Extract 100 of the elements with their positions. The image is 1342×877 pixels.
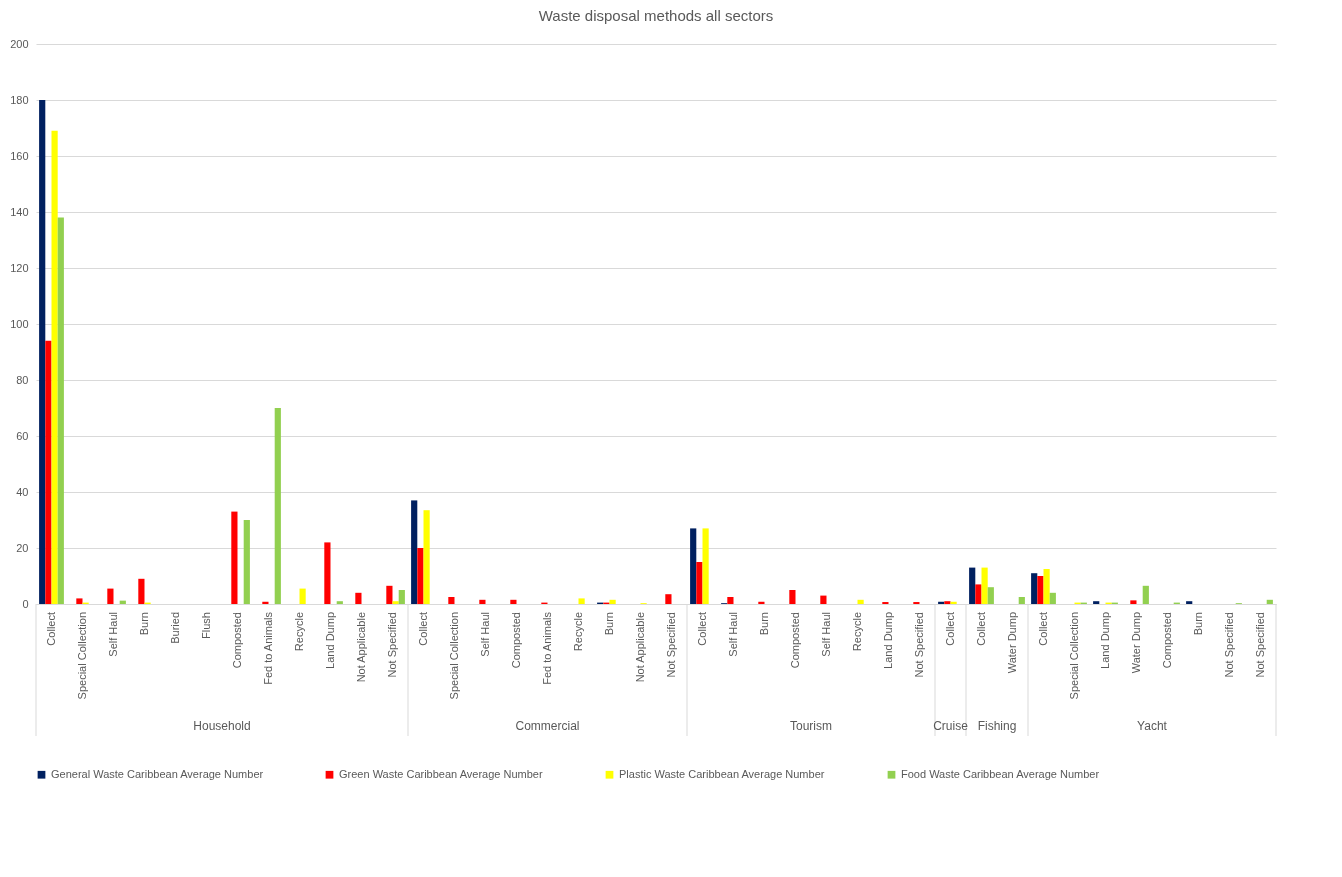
x-tick-label: Self Haul [106,612,119,657]
x-tick-label: Collect [974,612,987,646]
bar [274,408,281,604]
bar [969,567,976,604]
bar [1142,585,1149,604]
bar [76,598,83,604]
x-tick-label: Not Specified [912,612,925,678]
bar [411,500,418,604]
bar [510,599,517,604]
x-tick-label: Special Collection [1067,612,1080,700]
bar [138,578,145,604]
bar [702,528,709,604]
text: Commercial [515,719,580,733]
bar [1018,597,1025,604]
text: Yacht [1137,719,1168,733]
bar [1093,601,1100,604]
bar [299,588,306,604]
bar [987,587,994,604]
bar [758,601,765,604]
y-tick-label: 40 [16,485,29,498]
x-tick-label: Composted [509,612,522,669]
bar [479,599,486,604]
bar [336,601,343,604]
x-tick-label: Fed to Animals [261,611,274,685]
bar [696,562,703,604]
x-tick-label: Not Applicable [354,612,367,683]
y-tick-label: 120 [10,261,29,274]
x-tick-label: Composted [230,612,243,669]
x-tick-label: Recycle [571,612,584,652]
bar [789,590,796,604]
bar [386,585,393,604]
text: Cruise [933,719,969,733]
x-tick-label: Self Haul [726,612,739,657]
y-tick-label: 180 [10,93,29,106]
x-tick-label: Recycle [850,612,863,652]
bar [665,594,672,604]
bar [1266,599,1273,604]
x-tick-label: Collect [1036,612,1049,646]
bar [423,510,430,604]
x-tick-label: Recycle [292,612,305,652]
bar [417,548,424,604]
bar [857,599,864,604]
y-tick-label: 60 [16,429,29,442]
x-tick-label: Water Dump [1005,612,1018,674]
bar [690,528,697,604]
x-tick-label: Not Applicable [633,612,646,683]
bar [727,597,734,604]
bar [39,100,46,604]
bar [262,601,269,604]
x-tick-label: Special Collection [75,612,88,700]
y-tick-label: 200 [10,37,29,50]
bar [609,599,616,604]
x-tick-label: Collect [943,612,956,646]
bar [243,520,250,604]
x-tick-label: Not Specified [1253,612,1266,678]
bar [1043,569,1050,604]
legend-label: Plastic Waste Caribbean Average Number [619,767,825,780]
x-tick-label: Land Dump [881,612,894,669]
bar [57,217,64,604]
x-tick-label: Buried [168,612,181,644]
x-tick-label: Self Haul [478,612,491,657]
y-tick-label: 0 [22,597,29,610]
y-tick-label: 20 [16,541,29,554]
bar [448,597,455,604]
bar [1130,600,1137,604]
bar [820,595,827,604]
bar [981,567,988,604]
x-tick-label: Collect [44,612,57,646]
x-tick-label: Not Specified [664,612,677,678]
x-tick-label: Land Dump [323,612,336,669]
x-tick-label: Burn [137,612,150,636]
y-tick-label: 100 [10,317,29,330]
x-tick-label: Burn [602,612,615,636]
x-tick-label: Special Collection [447,612,460,700]
x-tick-label: Fed to Animals [540,611,553,685]
bar [51,130,58,604]
text: Tourism [789,719,833,733]
x-tick-label: Flush [199,612,212,639]
x-tick-label: Not Specified [385,612,398,678]
x-tick-label: Collect [416,612,429,646]
y-tick-label: 140 [10,205,29,218]
legend-label: General Waste Caribbean Average Number [51,767,264,780]
chart-title: Waste disposal methods all sectors [538,7,774,24]
bar [578,598,585,604]
bar [45,340,52,604]
x-tick-label: Collect [695,612,708,646]
x-tick-label: Self Haul [819,612,832,657]
x-tick-label: Not Specified [1222,612,1235,678]
bar [1031,573,1038,604]
x-tick-label: Composted [1160,612,1173,669]
bar [324,542,331,604]
bar [398,590,405,604]
legend-label: Food Waste Caribbean Average Number [901,767,1100,780]
y-tick-label: 160 [10,149,29,162]
x-tick-label: Burn [1191,612,1204,636]
bar [355,592,362,604]
bar [975,584,982,604]
bar [1049,592,1056,604]
bar [231,511,238,604]
bar [1186,601,1193,604]
